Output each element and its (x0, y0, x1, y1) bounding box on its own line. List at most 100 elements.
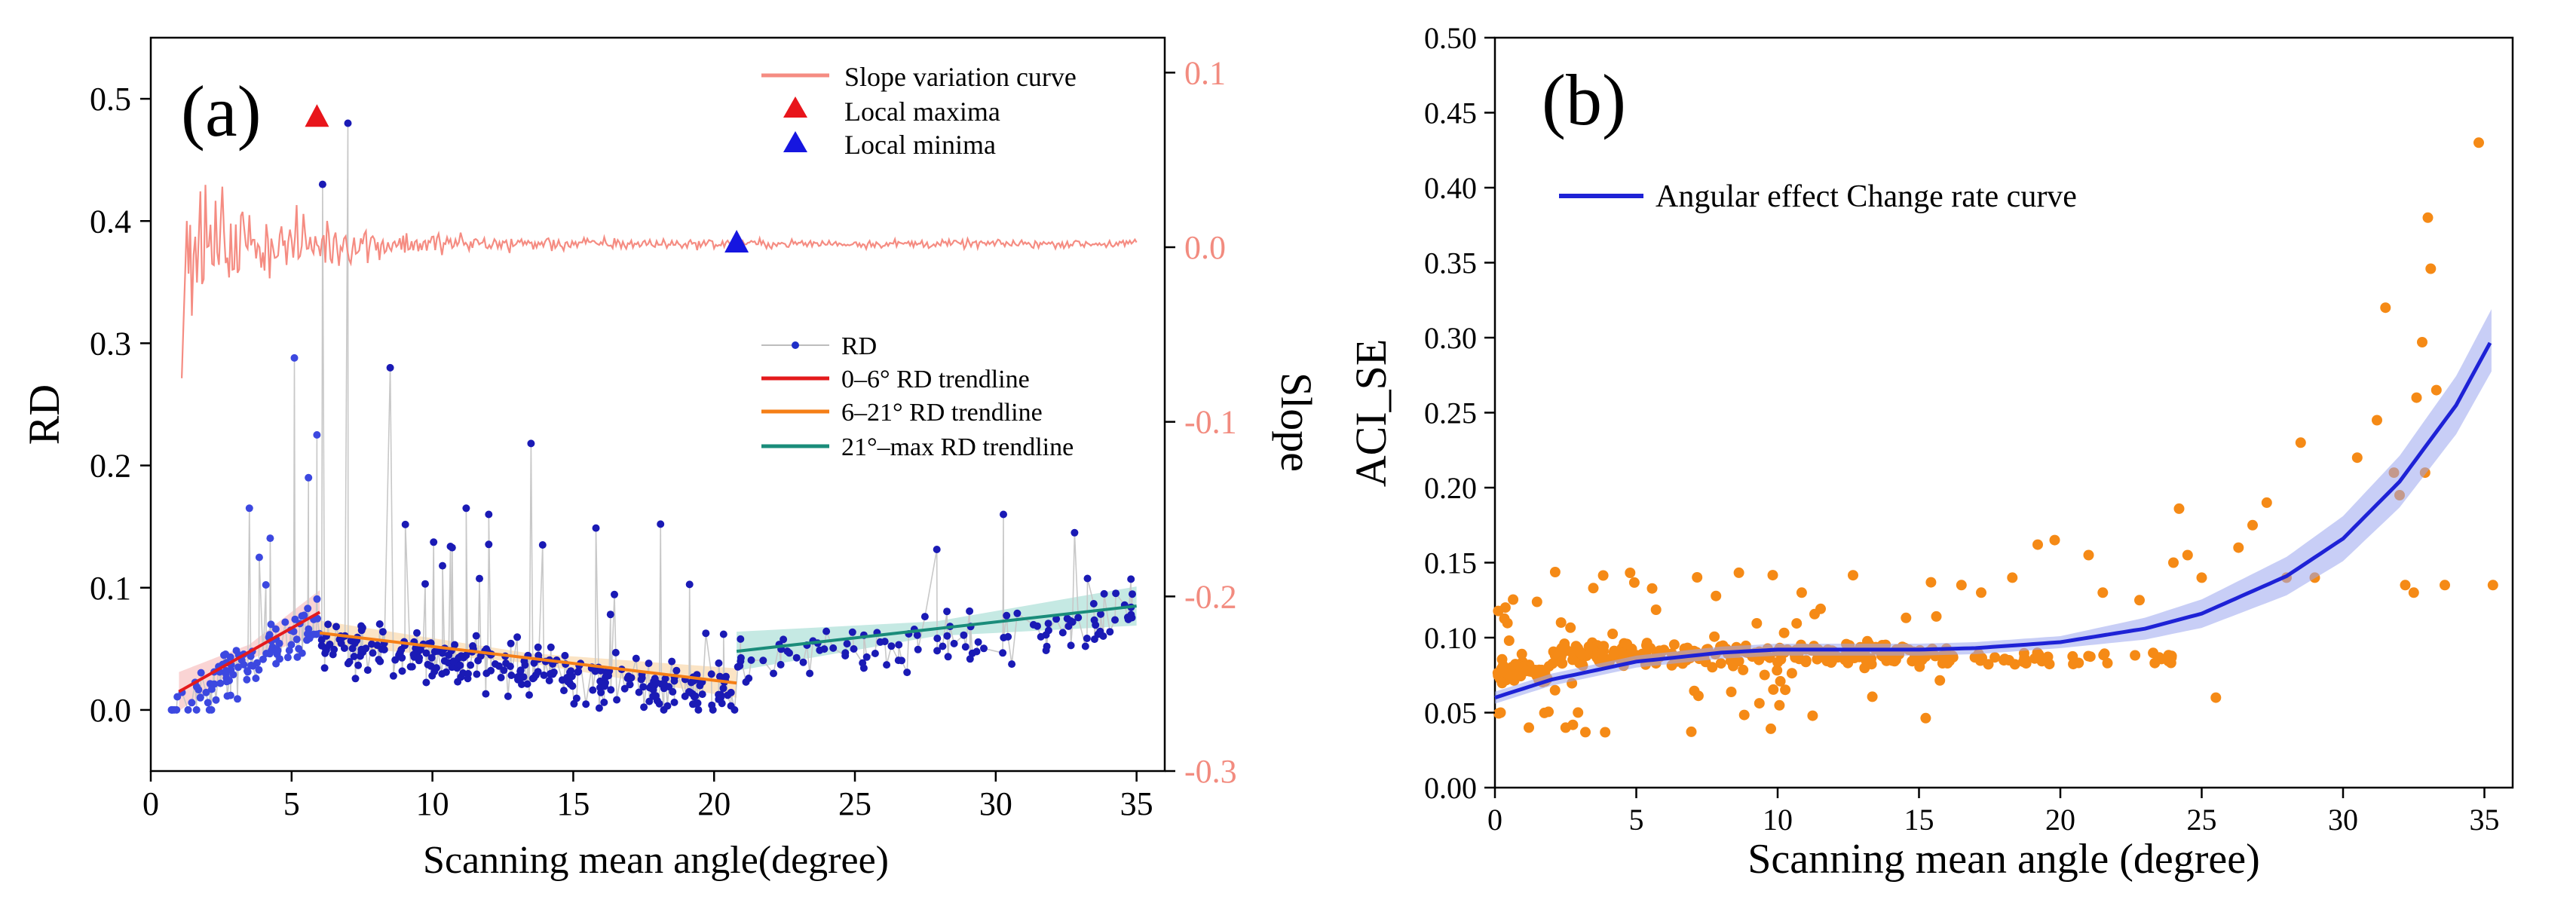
rd-point (632, 654, 640, 663)
rd-point (1106, 628, 1114, 636)
aci-point (2182, 549, 2193, 561)
rd-point (862, 653, 871, 661)
rd-point (1004, 632, 1012, 641)
aci-point (1668, 639, 1680, 650)
aci-point (1641, 638, 1652, 649)
rd-point (313, 595, 321, 603)
rd-point (413, 629, 421, 637)
rd-point (881, 638, 889, 646)
rd-point (1112, 589, 1120, 598)
rd-point (300, 611, 308, 620)
rd-point (202, 688, 210, 696)
aci-point (1778, 627, 1790, 638)
rd-point (485, 510, 493, 519)
panel-b-fit-curve (1494, 341, 2492, 699)
x-tick-label: 35 (2470, 803, 2500, 837)
rd-point (568, 672, 576, 681)
aci-point (1686, 726, 1697, 737)
rd-point (350, 653, 358, 660)
rd-point (707, 670, 715, 678)
panel-a-trendlines (178, 604, 1137, 693)
rd-point (829, 644, 838, 652)
rd-point (464, 669, 472, 678)
x-tick-label: 20 (697, 785, 731, 822)
rd-point (485, 540, 493, 549)
rd-point (1083, 574, 1092, 583)
aci-point (2295, 437, 2306, 448)
rd-point (759, 656, 767, 665)
aci-point (2083, 549, 2094, 561)
legend-rd-marker (792, 341, 799, 349)
aci-point (1499, 613, 1510, 624)
aci-point (1800, 656, 1812, 668)
rd-point (305, 473, 313, 482)
rd-point (961, 643, 969, 651)
aci-point (1524, 722, 1534, 733)
rd-point (722, 672, 730, 681)
rd-point (476, 574, 483, 583)
y-tick-label: 0.35 (1424, 246, 1477, 280)
rd-point (914, 645, 922, 653)
rd-point (362, 644, 370, 653)
aci-point (2372, 415, 2382, 426)
rd-point (330, 645, 338, 653)
aci-point (1751, 618, 1763, 629)
rd-point (225, 677, 233, 684)
aci-point (1503, 635, 1515, 646)
aci-point (2261, 497, 2272, 508)
aci-point (2068, 659, 2079, 670)
rd-point (482, 690, 490, 698)
y2-tick-label: 0.1 (1184, 54, 1226, 91)
rd-point (731, 705, 739, 714)
rd-point (903, 669, 911, 677)
rd-point (655, 699, 663, 708)
rd-point (780, 635, 788, 644)
panel-a-x-axis: 0 5 10 15 20 25 30 35 (142, 771, 1153, 822)
rd-point (640, 703, 648, 711)
rd-point (513, 633, 522, 641)
aci-point (1493, 605, 1504, 617)
panel-a-x-label: Scanning mean angle(degree) (423, 839, 889, 882)
rd-point (694, 705, 703, 714)
aci-point (1558, 647, 1569, 658)
rd-point (305, 625, 313, 633)
x-tick-label: 0 (142, 785, 159, 822)
rd-point (602, 678, 609, 687)
rd-point (944, 653, 952, 661)
y2-tick-label: 0.0 (1184, 229, 1226, 266)
rd-point (240, 660, 248, 669)
rd-point (519, 673, 528, 681)
rd-point (197, 669, 205, 677)
rd-point (611, 648, 620, 656)
rd-point (456, 661, 464, 669)
panel-a-extrema (305, 104, 749, 253)
rd-point (1128, 614, 1136, 622)
y-tick-label: 0.5 (90, 81, 131, 118)
rd-point (259, 655, 267, 663)
x-tick-label: 5 (1629, 803, 1644, 837)
fit-confidence-band (1495, 309, 2492, 704)
aci-point (1531, 596, 1542, 607)
aci-point (1549, 684, 1561, 696)
rd-point (657, 520, 665, 528)
rd-point (898, 656, 905, 665)
aci-point (1711, 590, 1722, 601)
legend-rd-label: RD (841, 332, 877, 360)
aci-point (1914, 661, 1925, 672)
rd-point (476, 652, 485, 660)
rd-point (1058, 629, 1067, 637)
aci-point (1796, 587, 1807, 598)
aci-point (2163, 650, 2174, 661)
aci-point (1576, 648, 1587, 659)
rd-point (184, 705, 192, 714)
aci-point (1598, 641, 1610, 652)
rd-point (516, 666, 525, 675)
rd-point (188, 699, 196, 707)
y-tick-label: 0.10 (1424, 621, 1477, 655)
rd-point (698, 690, 706, 699)
aci-point (1772, 656, 1784, 668)
rd-point (670, 698, 678, 706)
rd-point (207, 705, 216, 714)
x-tick-label: 35 (1120, 785, 1153, 822)
aci-point (2351, 452, 2363, 464)
